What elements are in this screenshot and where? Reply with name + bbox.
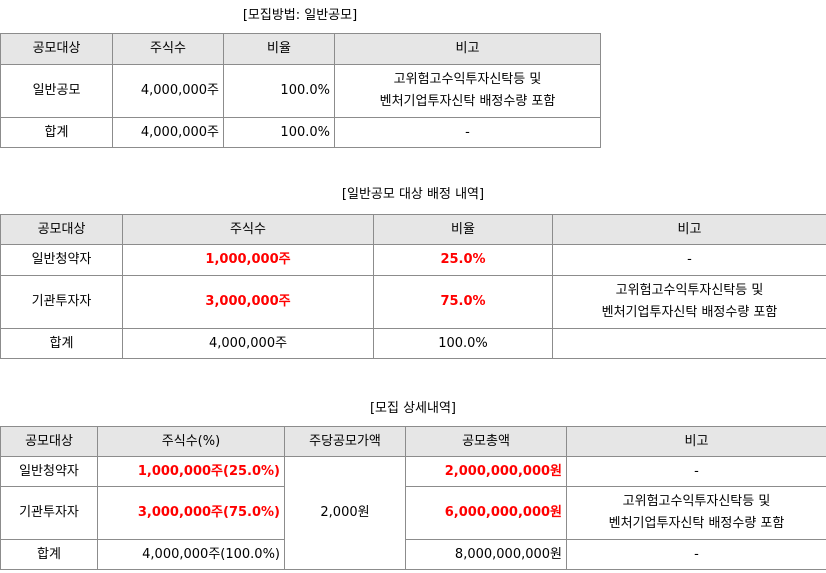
header-ratio: 비율 [373,214,553,245]
table-row: 일반청약자 1,000,000주(25.0%) 2,000원 2,000,000… [0,456,826,570]
cell-ratio: 75.0% [373,275,553,329]
cell-note: - [552,244,826,276]
cell-target: 합계 [0,117,113,148]
header-target: 공모대상 [0,33,113,65]
cell-shares: 1,000,000주(25.0%) [97,456,285,487]
table-row: 일반공모 4,000,000주 100.0% 고위험고수익투자신탁등 및 벤처기… [0,64,601,118]
cell-ratio: 100.0% [223,117,335,148]
cell-shares: 1,000,000주 [122,244,374,276]
cell-shares: 4,000,000주 [112,64,224,118]
cell-ratio: 25.0% [373,244,553,276]
header-price: 주당공모가액 [284,426,406,457]
table-row-total: 합계 4,000,000주 100.0% - [0,117,601,148]
cell-ratio: 100.0% [223,64,335,118]
header-shares: 주식수 [112,33,224,65]
header-total: 공모총액 [405,426,567,457]
note-line-2: 벤처기업투자신탁 배정수량 포함 [379,94,556,109]
cell-total: 8,000,000,000원 [405,539,567,570]
cell-target: 합계 [0,328,123,359]
note-line-1: 고위험고수익투자신탁등 및 [393,72,542,87]
cell-note: - [334,117,601,148]
header-ratio: 비율 [223,33,335,65]
cell-shares: 3,000,000주 [122,275,374,329]
header-note: 비고 [566,426,826,457]
header-shares: 주식수(%) [97,426,285,457]
cell-shares: 4,000,000주(100.0%) [97,539,285,570]
table-row: 일반청약자 1,000,000주 25.0% - [0,244,826,276]
cell-note: 고위험고수익투자신탁등 및 벤처기업투자신탁 배정수량 포함 [566,486,826,540]
cell-ratio: 100.0% [373,328,553,359]
cell-note [552,328,826,359]
cell-shares: 4,000,000주 [122,328,374,359]
note-line-2: 벤처기업투자신탁 배정수량 포함 [608,516,785,531]
cell-target: 일반청약자 [0,244,123,276]
cell-target: 일반청약자 [0,456,98,487]
table-row: 기관투자자 3,000,000주(75.0%) 6,000,000,000원 고… [0,486,826,540]
table-row-total: 합계 4,000,000주(100.0%) 8,000,000,000원 - [0,539,826,570]
offering-detail-table: 공모대상 주식수(%) 주당공모가액 공모총액 비고 일반청약자 1,000,0… [0,426,826,570]
cell-target: 기관투자자 [0,486,98,540]
table-row: 기관투자자 3,000,000주 75.0% 고위험고수익투자신탁등 및 벤처기… [0,275,826,329]
note-line-2: 벤처기업투자신탁 배정수량 포함 [601,305,778,320]
header-target: 공모대상 [0,214,123,245]
note-line-1: 고위험고수익투자신탁등 및 [622,494,771,509]
note-line-1: 고위험고수익투자신탁등 및 [615,283,764,298]
table-header-row: 공모대상 주식수 비율 비고 [0,33,601,65]
offering-method-table: 공모대상 주식수 비율 비고 일반공모 4,000,000주 100.0% 고위… [0,33,601,148]
cell-target: 일반공모 [0,64,113,118]
section1-caption: [모집방법: 일반공모] [242,8,358,23]
allocation-table: 공모대상 주식수 비율 비고 일반청약자 1,000,000주 25.0% - … [0,214,826,359]
cell-target: 기관투자자 [0,275,123,329]
cell-total: 6,000,000,000원 [405,486,567,540]
cell-total: 2,000,000,000원 [405,456,567,487]
header-shares: 주식수 [122,214,374,245]
section2-caption: [일반공모 대상 배정 내역] [341,187,485,202]
cell-target: 합계 [0,539,98,570]
cell-note: 고위험고수익투자신탁등 및 벤처기업투자신탁 배정수량 포함 [334,64,601,118]
table-header-row: 공모대상 주식수 비율 비고 [0,214,826,245]
cell-shares: 4,000,000주 [112,117,224,148]
cell-note: 고위험고수익투자신탁등 및 벤처기업투자신탁 배정수량 포함 [552,275,826,329]
cell-shares: 3,000,000주(75.0%) [97,486,285,540]
cell-note: - [566,456,826,487]
header-note: 비고 [552,214,826,245]
cell-note: - [566,539,826,570]
section3-caption: [모집 상세내역] [369,401,457,416]
cell-price: 2,000원 [284,456,406,570]
header-target: 공모대상 [0,426,98,457]
table-row-total: 합계 4,000,000주 100.0% [0,328,826,359]
header-note: 비고 [334,33,601,65]
table-header-row: 공모대상 주식수(%) 주당공모가액 공모총액 비고 [0,426,826,457]
